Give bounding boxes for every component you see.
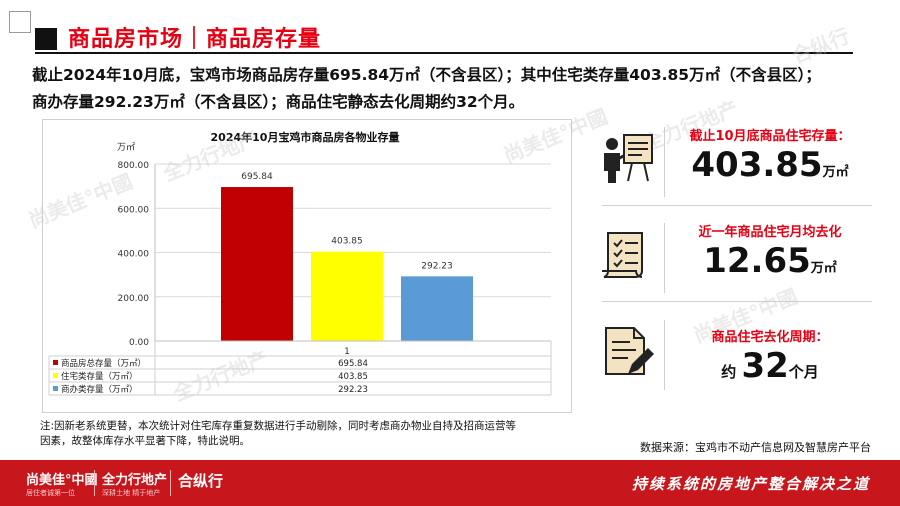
footer-brand-1: 尚美佳°中國 bbox=[26, 473, 98, 488]
kpi-divider bbox=[664, 223, 665, 293]
footnote: 注:因新老系统更替，本次统计对住宅库存重复数据进行手动剔除，同时考虑商办物业自持… bbox=[40, 419, 580, 449]
y-tick-label: 800.00 bbox=[118, 161, 150, 171]
footer-slogan: 持续系统的房地产整合解决之道 bbox=[631, 475, 870, 493]
footer-divider bbox=[170, 470, 171, 496]
table-value: 292.23 bbox=[338, 385, 368, 395]
kpi-label: 商品住宅去化周期： bbox=[711, 330, 829, 345]
y-axis-unit: 万㎡ bbox=[117, 142, 135, 153]
legend-entry: 住宅类存量（万㎡） bbox=[61, 371, 138, 382]
footnote-line-2: 因素，故整体库存水平显著下降，特此说明。 bbox=[40, 435, 250, 447]
page-title: 商品房市场｜商品房存量 bbox=[68, 27, 322, 52]
kpi-value: 12.65万㎡ bbox=[654, 241, 886, 281]
x-category-label: 1 bbox=[344, 347, 350, 357]
title-square bbox=[35, 28, 57, 50]
y-tick-label: 200.00 bbox=[118, 294, 150, 304]
summary-line-2: 商办存量292.23万㎡（不含县区）；商品住宅静态去化周期约32个月。 bbox=[32, 93, 525, 111]
kpi-value: 约 32个月 bbox=[654, 346, 886, 386]
corner-box bbox=[9, 11, 31, 33]
y-tick-label: 0.00 bbox=[129, 338, 149, 348]
y-tick-label: 600.00 bbox=[118, 205, 150, 215]
summary-line-1: 截止2024年10月底，宝鸡市场商品房存量695.84万㎡（不含县区）；其中住宅… bbox=[32, 66, 821, 84]
bar-3 bbox=[401, 276, 473, 341]
bar-2 bbox=[311, 251, 383, 341]
footer-divider bbox=[94, 470, 95, 496]
legend-swatch bbox=[53, 386, 58, 391]
bar-data-label: 292.23 bbox=[421, 261, 453, 271]
footer-brand-2-sub: 深耕土地 精于地产 bbox=[102, 489, 161, 497]
kpi-number: 403.85 bbox=[691, 145, 823, 185]
presentation-board-icon bbox=[604, 134, 653, 183]
kpi-prefix: 约 bbox=[721, 363, 742, 381]
footer-brand-2: 全力行地产 bbox=[102, 473, 168, 488]
kpi-divider bbox=[664, 127, 665, 197]
footer-bar: 尚美佳°中國 居住者诚第一位 全力行地产 深耕土地 精于地产 合纵行 持续系统的… bbox=[0, 460, 900, 506]
table-value: 403.85 bbox=[338, 372, 368, 382]
kpi-unit: 万㎡ bbox=[810, 261, 837, 276]
checklist-icon bbox=[602, 232, 643, 278]
summary-text: 截止2024年10月底，宝鸡市场商品房存量695.84万㎡（不含县区）；其中住宅… bbox=[32, 62, 882, 116]
kpi-unit: 个月 bbox=[788, 363, 819, 381]
chart-title: 2024年10月宝鸡市商品房各物业存量 bbox=[211, 130, 400, 144]
title-underline bbox=[35, 52, 853, 54]
document-pen-icon bbox=[605, 327, 654, 375]
kpi-monthly-absorption: 近一年商品住宅月均去化 12.65万㎡ bbox=[596, 215, 886, 311]
kpi-separator bbox=[602, 205, 872, 206]
bar-data-label: 695.84 bbox=[241, 172, 273, 182]
kpi-value: 403.85万㎡ bbox=[654, 145, 886, 185]
legend-swatch bbox=[53, 360, 58, 365]
bar-data-label: 403.85 bbox=[331, 237, 363, 247]
bar-1 bbox=[221, 187, 293, 341]
kpi-absorption-period: 商品住宅去化周期： 约 32个月 bbox=[596, 312, 886, 408]
kpi-label: 近一年商品住宅月均去化 bbox=[698, 225, 842, 240]
kpi-inventory: 截止10月底商品住宅存量： 403.85万㎡ bbox=[596, 119, 886, 215]
footer-brand-3: 合纵行 bbox=[178, 472, 224, 490]
footnote-line-1: 注:因新老系统更替，本次统计对住宅库存重复数据进行手动剔除，同时考虑商办物业自持… bbox=[40, 420, 517, 432]
legend-entry: 商品房总存量（万㎡） bbox=[61, 358, 146, 369]
kpi-divider bbox=[664, 320, 665, 390]
legend-swatch bbox=[53, 373, 58, 378]
kpi-separator bbox=[602, 301, 872, 302]
chart-card: 2024年10月宝鸡市商品房各物业存量万㎡ 0.00 200.00 400.00 600… bbox=[42, 119, 572, 413]
table-value: 695.84 bbox=[338, 359, 368, 369]
y-tick-label: 400.00 bbox=[118, 250, 150, 260]
legend-entry: 商办类存量（万㎡） bbox=[61, 384, 138, 395]
kpi-number: 12.65 bbox=[703, 241, 811, 281]
kpi-number: 32 bbox=[741, 346, 789, 386]
footer-brand-1-sub: 居住者诚第一位 bbox=[26, 489, 75, 497]
kpi-label: 截止10月底商品住宅存量： bbox=[689, 129, 851, 144]
data-source: 数据来源：宝鸡市不动产信息网及智慧房产平台 bbox=[640, 441, 871, 454]
kpi-unit: 万㎡ bbox=[822, 165, 849, 180]
